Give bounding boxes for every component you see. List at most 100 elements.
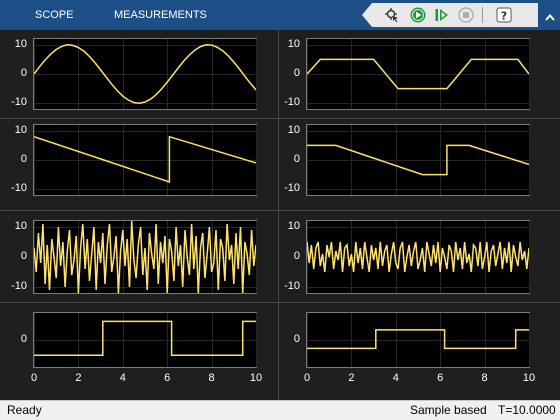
grid-line	[307, 257, 529, 258]
y-tick-label: 0	[20, 250, 27, 262]
x-tick-label: 2	[348, 372, 355, 384]
signal-trace-square-narrow	[307, 329, 529, 350]
grid-line	[256, 125, 257, 195]
run-icon[interactable]	[410, 7, 426, 23]
grid-line	[307, 227, 529, 228]
help-icon[interactable]: ?	[496, 7, 512, 23]
sample-mode-indicator: Sample based	[410, 403, 487, 417]
column-divider	[278, 30, 279, 400]
x-tick-label: 6	[437, 372, 444, 384]
grid-line	[34, 287, 256, 288]
x-tick-label: 4	[119, 372, 126, 384]
grid-line	[307, 287, 529, 288]
x-tick-label: 8	[208, 372, 215, 384]
signal-trace-clipped-sawtooth	[307, 144, 529, 176]
y-tick-label: 0	[293, 333, 300, 345]
trace-plot	[34, 135, 256, 183]
scope-axes-random-narrow[interactable]	[306, 220, 530, 294]
tab-measurements[interactable]: MEASUREMENTS	[114, 9, 207, 21]
toolstrip: SCOPE MEASUREMENTS	[0, 0, 560, 30]
y-tick-label: 10	[14, 220, 27, 232]
y-tick-label: 0	[20, 67, 27, 79]
grid-line	[34, 74, 256, 75]
svg-text:?: ?	[501, 10, 507, 23]
grid-line	[529, 125, 530, 195]
stop-icon[interactable]	[458, 7, 474, 23]
signal-trace-sawtooth	[34, 135, 256, 183]
signal-trace-sine	[34, 44, 256, 104]
x-tick-label: 0	[30, 372, 38, 384]
scope-axes-square-wide[interactable]	[33, 312, 257, 368]
scope-axes-sawtooth[interactable]	[33, 124, 257, 196]
y-tick-label: 10	[287, 123, 300, 136]
y-tick-label: 0	[20, 333, 27, 345]
y-tick-label: 10	[287, 220, 300, 232]
toolbar-separator	[482, 7, 483, 23]
signal-trace-square-wide	[34, 320, 256, 356]
scope-axes-square-narrow[interactable]	[306, 312, 530, 368]
grid-line	[307, 74, 529, 75]
trace-plot	[307, 329, 529, 350]
y-tick-label: -10	[284, 280, 300, 292]
grid-line	[307, 130, 529, 132]
trace-plot	[307, 58, 529, 90]
quick-access-edge	[362, 3, 372, 27]
grid-line	[256, 221, 257, 293]
x-tick-label: 2	[75, 372, 82, 384]
signal-trace-random-narrow	[307, 241, 529, 273]
trace-plot	[307, 144, 529, 176]
y-tick-label: 0	[293, 250, 300, 262]
grid-line	[34, 44, 256, 46]
y-tick-label: -10	[11, 182, 27, 195]
grid-line	[256, 39, 257, 109]
x-tick-label: 0	[303, 372, 311, 384]
simulation-time: T=10.0000	[498, 403, 556, 417]
grid-line	[34, 227, 256, 228]
x-tick-label: 6	[164, 372, 171, 384]
grid-line	[307, 160, 529, 161]
x-tick-label: 10	[249, 372, 263, 384]
y-tick-label: -10	[11, 280, 27, 292]
step-forward-icon[interactable]	[434, 7, 450, 23]
grid-line	[34, 130, 256, 132]
y-tick-label: 10	[287, 37, 300, 50]
trace-plot	[307, 241, 529, 273]
grid-line	[34, 160, 256, 161]
grid-line	[529, 39, 530, 109]
scope-axes-clipped-sawtooth[interactable]	[306, 124, 530, 196]
grid-line	[307, 189, 529, 191]
grid-line	[256, 313, 257, 367]
expand-collapse-icon[interactable]	[544, 10, 556, 22]
scope-axes-trapezoid[interactable]	[306, 38, 530, 110]
grid-line	[34, 189, 256, 191]
grid-line	[529, 313, 530, 367]
signal-highlight-icon[interactable]	[384, 7, 400, 23]
status-bar: Ready Sample based T=10.0000	[0, 400, 560, 420]
y-tick-label: -10	[284, 182, 300, 195]
y-tick-label: 10	[14, 123, 27, 136]
scope-axes-random-wide[interactable]	[33, 220, 257, 294]
grid-line	[34, 340, 256, 341]
y-tick-label: -10	[11, 96, 27, 109]
trace-plot	[34, 221, 256, 293]
scope-axes-sine[interactable]	[33, 38, 257, 110]
trace-plot	[34, 44, 256, 104]
row-divider	[0, 302, 560, 303]
x-tick-label: 4	[392, 372, 399, 384]
x-tick-label: 10	[522, 372, 536, 384]
y-tick-label: 0	[293, 67, 300, 79]
quick-access-bar: ?	[372, 3, 538, 27]
y-tick-label: -10	[284, 96, 300, 109]
y-tick-label: 0	[293, 153, 300, 165]
row-divider	[0, 210, 560, 211]
grid-line	[307, 340, 529, 341]
row-divider	[0, 118, 560, 119]
grid-line	[307, 103, 529, 105]
y-tick-label: 0	[20, 153, 27, 165]
scope-display: 10 0 -10 10 0 -10 10 0 -10 10 0 -10 10 0 -10 10 0 -10 0 0 2 4…	[0, 30, 560, 400]
signal-trace-trapezoid	[307, 58, 529, 90]
status-text: Ready	[7, 403, 42, 417]
tab-scope[interactable]: SCOPE	[35, 9, 74, 21]
signal-trace-random-wide	[34, 221, 256, 293]
grid-line	[34, 103, 256, 105]
